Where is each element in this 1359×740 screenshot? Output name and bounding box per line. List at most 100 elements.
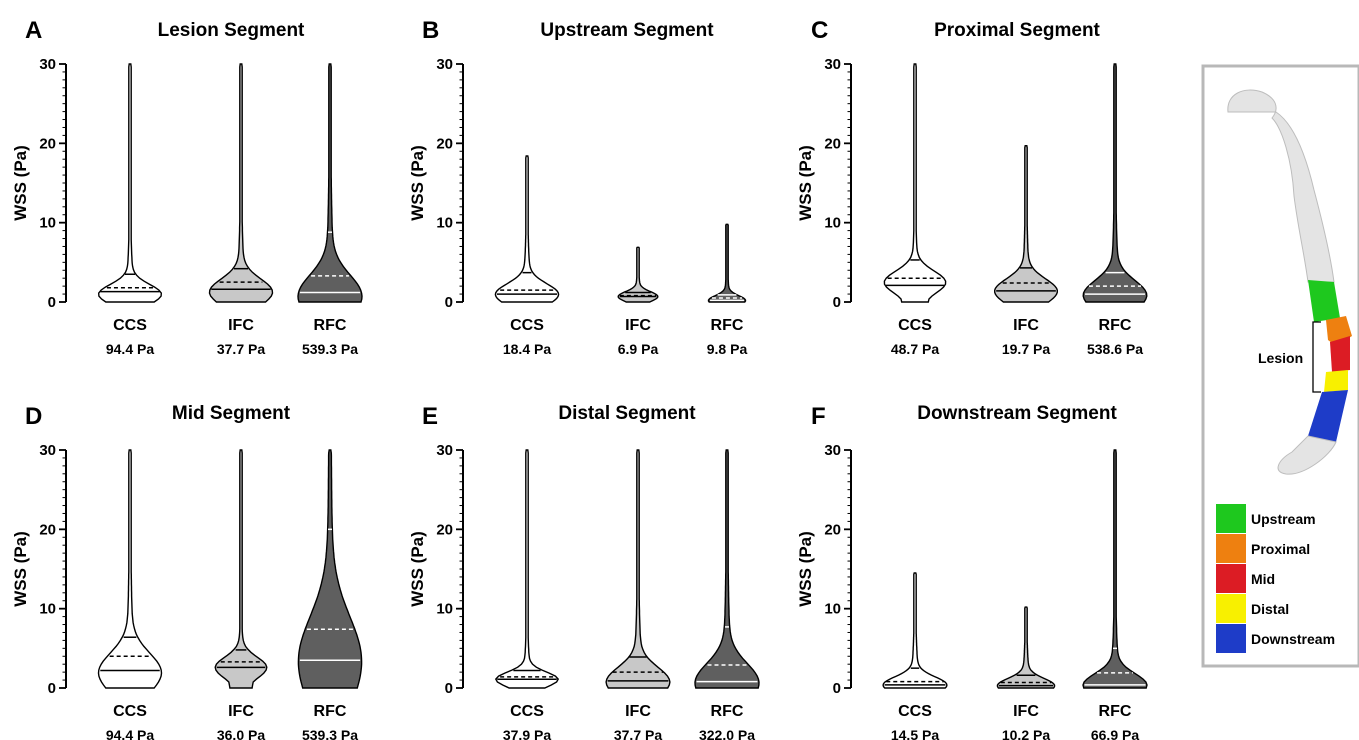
- y-tick-label: 20: [39, 521, 56, 538]
- panel-title: Distal Segment: [558, 403, 696, 424]
- panel-c: C Proximal Segment 0 10 20 30 WSS (Pa) CCS 48.7 …: [796, 17, 1148, 357]
- y-tick-label: 30: [824, 442, 841, 459]
- panel-title: Proximal Segment: [934, 20, 1100, 41]
- violin-shape: [214, 449, 268, 689]
- violin-rfc: [707, 223, 747, 303]
- violin-shape: [1082, 63, 1148, 303]
- violin-shape: [494, 155, 560, 303]
- violin-shape: [97, 449, 163, 689]
- panel-letter: E: [422, 403, 438, 430]
- artery-body: [1227, 89, 1335, 283]
- panel-title: Downstream Segment: [917, 403, 1117, 424]
- panel-d: D Mid Segment 0 10 20 30 WSS (Pa) CCS 94.4 Pa IFC…: [11, 403, 363, 740]
- lesion-label: Lesion: [1258, 350, 1303, 366]
- max-value-label: 14.5 Pa: [891, 727, 939, 740]
- max-value-label: 48.7 Pa: [891, 341, 939, 357]
- y-tick-label: 0: [48, 680, 56, 697]
- legend-swatch: [1216, 594, 1246, 623]
- legend-item-downstream: Downstream: [1216, 624, 1335, 653]
- y-tick-label: 10: [824, 601, 841, 618]
- category-label: RFC: [711, 317, 744, 334]
- violin-rfc: [694, 449, 760, 689]
- max-value-label: 37.9 Pa: [503, 727, 551, 740]
- legend-swatch: [1216, 564, 1246, 593]
- y-tick-label: 30: [39, 56, 56, 73]
- legend-item-proximal: Proximal: [1216, 534, 1310, 563]
- legend: Upstream Proximal Mid Distal Downstream: [1216, 504, 1335, 653]
- legend-swatch: [1216, 504, 1246, 533]
- y-tick-label: 0: [833, 680, 841, 697]
- artery-mid: [1330, 336, 1350, 372]
- legend-label: Mid: [1251, 571, 1275, 587]
- legend-item-distal: Distal: [1216, 594, 1289, 623]
- panel-b: B Upstream Segment 0 10 20 30 WSS (Pa) CCS 18.4 …: [408, 17, 747, 357]
- violin-shape: [208, 63, 274, 303]
- violin-shape: [882, 572, 948, 689]
- max-value-label: 94.4 Pa: [106, 727, 154, 740]
- violin-shape: [297, 63, 363, 303]
- panels: A Lesion Segment 0 10 20 30 WSS (Pa) CCS 94.4 Pa…: [11, 17, 1148, 740]
- y-tick-label: 30: [39, 442, 56, 459]
- y-tick-label: 0: [445, 680, 453, 697]
- violin-shape: [996, 606, 1056, 689]
- violin-shape: [994, 145, 1058, 303]
- panel-title: Mid Segment: [172, 403, 291, 424]
- violin-rfc: [297, 63, 363, 303]
- violin-ccs: [97, 63, 163, 303]
- category-label: IFC: [625, 317, 651, 334]
- y-tick-label: 30: [824, 56, 841, 73]
- violin-shape: [494, 449, 560, 689]
- panel-letter: A: [25, 17, 42, 44]
- violin-ifc: [214, 449, 268, 689]
- violin-ccs: [882, 572, 948, 689]
- max-value-label: 94.4 Pa: [106, 341, 154, 357]
- panel-title: Upstream Segment: [540, 20, 714, 41]
- panel-letter: F: [811, 403, 826, 430]
- category-label: IFC: [228, 703, 254, 720]
- panel-letter: C: [811, 17, 828, 44]
- category-label: IFC: [228, 317, 254, 334]
- violin-shape: [97, 63, 163, 303]
- artery-downstream: [1308, 390, 1348, 442]
- y-tick-label: 20: [436, 521, 453, 538]
- y-axis-label: WSS (Pa): [11, 531, 30, 607]
- violin-shape: [707, 223, 747, 303]
- y-axis-label: WSS (Pa): [408, 531, 427, 607]
- y-tick-label: 10: [436, 601, 453, 618]
- y-axis-label: WSS (Pa): [408, 145, 427, 221]
- max-value-label: 539.3 Pa: [302, 727, 358, 740]
- artery-distal: [1324, 370, 1348, 392]
- y-tick-label: 10: [39, 215, 56, 232]
- legend-label: Distal: [1251, 601, 1289, 617]
- y-axis-label: WSS (Pa): [796, 531, 815, 607]
- panel-letter: B: [422, 17, 439, 44]
- y-axis-label: WSS (Pa): [796, 145, 815, 221]
- violin-ifc: [617, 246, 659, 303]
- violin-ccs: [494, 449, 560, 689]
- y-tick-label: 20: [436, 135, 453, 152]
- category-label: RFC: [314, 703, 347, 720]
- category-label: CCS: [510, 703, 544, 720]
- y-tick-label: 10: [39, 601, 56, 618]
- violin-shape: [297, 449, 363, 689]
- violin-ifc: [208, 63, 274, 303]
- legend-label: Proximal: [1251, 541, 1310, 557]
- violin-rfc: [1082, 449, 1148, 689]
- category-label: CCS: [113, 317, 147, 334]
- violin-ccs: [494, 155, 560, 303]
- y-tick-label: 20: [39, 135, 56, 152]
- max-value-label: 6.9 Pa: [618, 341, 659, 357]
- violin-shape: [1082, 449, 1148, 689]
- violin-ccs: [883, 63, 947, 303]
- max-value-label: 10.2 Pa: [1002, 727, 1050, 740]
- artery-tail: [1277, 435, 1337, 475]
- category-label: RFC: [711, 703, 744, 720]
- y-tick-label: 0: [833, 294, 841, 311]
- violin-shape: [617, 246, 659, 303]
- panel-f: F Downstream Segment 0 10 20 30 WSS (Pa) CCS 14.…: [796, 403, 1148, 740]
- y-axis-label: WSS (Pa): [11, 145, 30, 221]
- violin-shape: [605, 449, 671, 689]
- y-tick-label: 20: [824, 521, 841, 538]
- artery-inset: Lesion Upstream Proximal Mid Distal Downstre…: [1201, 64, 1359, 668]
